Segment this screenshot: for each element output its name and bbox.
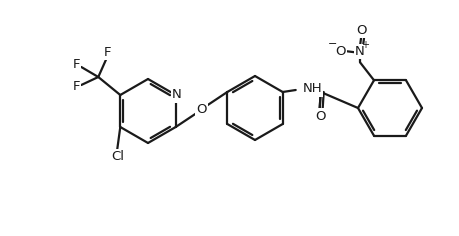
Text: −: − — [328, 39, 337, 49]
Text: N: N — [354, 45, 364, 58]
Text: Cl: Cl — [111, 151, 123, 164]
Text: +: + — [360, 40, 368, 50]
Text: O: O — [315, 110, 325, 122]
Text: F: F — [73, 80, 80, 93]
Text: F: F — [73, 59, 80, 72]
Text: N: N — [172, 88, 181, 101]
Text: O: O — [196, 103, 206, 116]
Text: O: O — [335, 45, 346, 58]
Text: F: F — [103, 46, 111, 59]
Text: O: O — [356, 24, 366, 37]
Text: NH: NH — [302, 83, 322, 96]
